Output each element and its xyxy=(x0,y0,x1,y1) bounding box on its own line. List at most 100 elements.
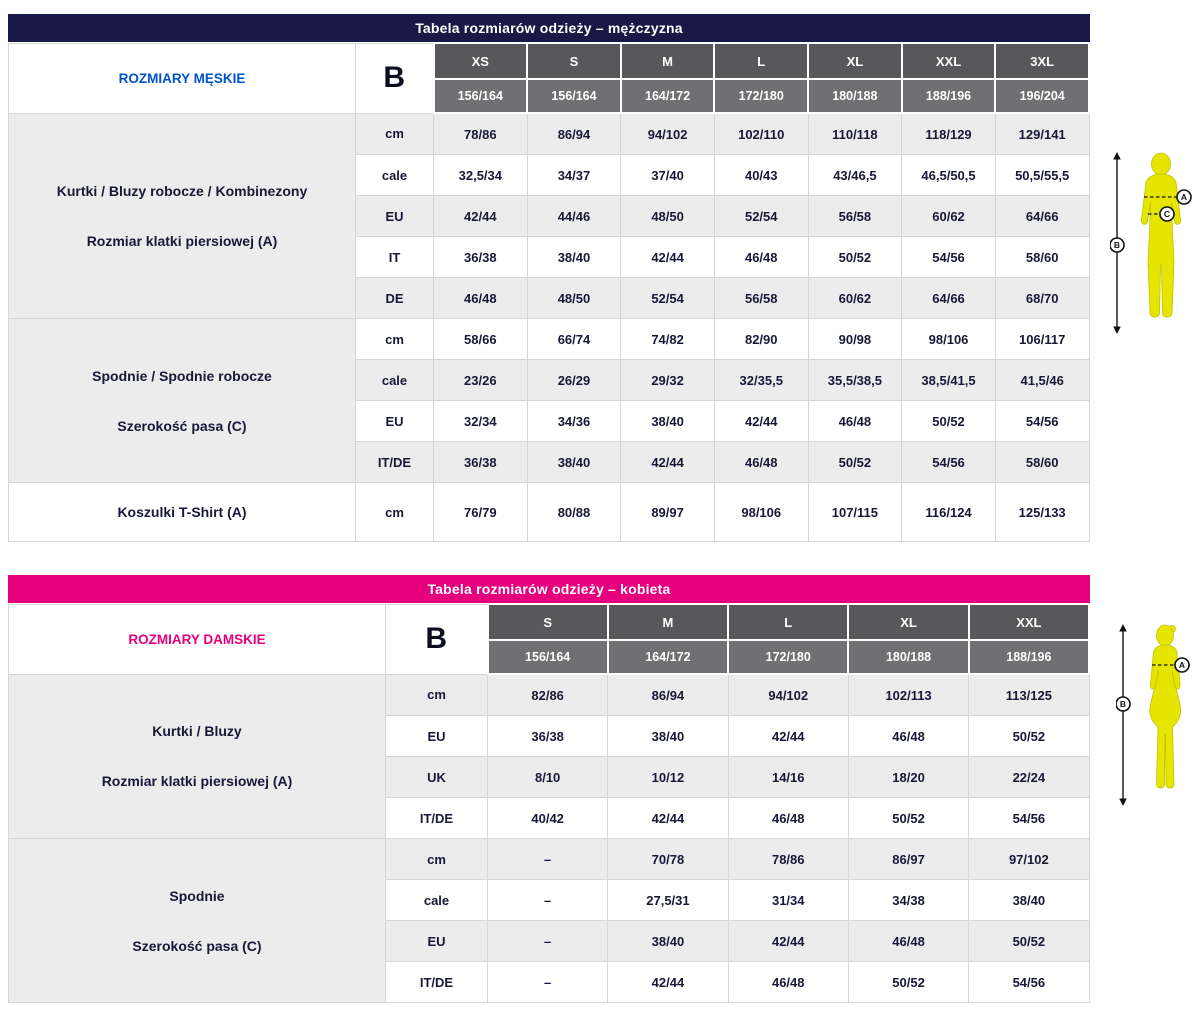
size-value: 89/97 xyxy=(620,482,715,542)
size-value: 42/44 xyxy=(620,441,715,483)
unit-label: EU xyxy=(385,920,488,962)
size-value: 38/40 xyxy=(968,879,1090,921)
size-value: 32/34 xyxy=(433,400,528,442)
size-value: 38/40 xyxy=(607,715,729,757)
size-column-header: M xyxy=(606,603,730,641)
size-value: 58/60 xyxy=(994,236,1090,278)
section-label-line: Rozmiar klatki piersiowej (A) xyxy=(101,773,293,790)
section-label-line: Koszulki T-Shirt (A) xyxy=(117,504,247,520)
height-column-header: 156/164 xyxy=(526,78,622,114)
section-label-line: Kurtki / Bluzy xyxy=(152,723,242,740)
male-measurement-figure: A C B xyxy=(1110,152,1192,334)
size-value: 86/94 xyxy=(526,112,622,155)
unit-label: IT xyxy=(355,236,434,278)
chest-measure-marker-a: A xyxy=(1144,189,1192,205)
size-value: 10/12 xyxy=(607,756,729,798)
size-value: 97/102 xyxy=(968,838,1090,880)
height-column-header: 196/204 xyxy=(994,78,1090,114)
size-value: 34/37 xyxy=(526,154,622,196)
size-value: 106/117 xyxy=(994,318,1090,360)
section-label: Spodnie / Spodnie robocze Szerokość pasa … xyxy=(8,318,356,483)
size-value: 36/38 xyxy=(486,715,609,757)
unit-label: cm xyxy=(385,673,488,716)
size-value: 42/44 xyxy=(727,715,849,757)
size-value: 54/56 xyxy=(968,961,1090,1003)
size-value: 56/58 xyxy=(807,195,903,237)
unit-label: DE xyxy=(355,277,434,319)
unit-label: cale xyxy=(355,359,434,401)
size-value: 46/48 xyxy=(433,277,528,319)
size-value: 54/56 xyxy=(901,236,996,278)
size-value: – xyxy=(486,961,609,1003)
size-value: 90/98 xyxy=(807,318,903,360)
size-value: 60/62 xyxy=(901,195,996,237)
size-value: 42/44 xyxy=(433,195,528,237)
marker-b-letter: B xyxy=(1120,699,1126,709)
size-value: 44/46 xyxy=(526,195,622,237)
unit-label: cm xyxy=(355,318,434,360)
size-value: 31/34 xyxy=(727,879,849,921)
size-value: 48/50 xyxy=(526,277,622,319)
size-value: 38/40 xyxy=(526,441,622,483)
size-column-header: XXL xyxy=(900,42,997,80)
height-measure-marker-b: B xyxy=(1116,696,1131,712)
size-value: 74/82 xyxy=(620,318,715,360)
size-value: 86/97 xyxy=(847,838,970,880)
size-value: 42/44 xyxy=(713,400,809,442)
size-value: 42/44 xyxy=(620,236,715,278)
size-value: 116/124 xyxy=(901,482,996,542)
size-value: 37/40 xyxy=(620,154,715,196)
size-value: 36/38 xyxy=(433,441,528,483)
size-value: 64/66 xyxy=(901,277,996,319)
chest-measure-marker-a: A xyxy=(1152,657,1190,673)
section-label-line: Rozmiar klatki piersiowej (A) xyxy=(86,232,278,249)
section-label-line: Spodnie / Spodnie robocze xyxy=(92,367,272,384)
size-column-header: M xyxy=(619,42,716,80)
size-value: 40/43 xyxy=(713,154,809,196)
size-value: 98/106 xyxy=(901,318,996,360)
size-value: 42/44 xyxy=(607,797,729,839)
size-value: 50/52 xyxy=(807,441,903,483)
unit-label: EU xyxy=(355,400,434,442)
size-value: 38,5/41,5 xyxy=(901,359,996,401)
size-value: 26/29 xyxy=(526,359,622,401)
size-value: 50/52 xyxy=(847,961,970,1003)
unit-label: cm xyxy=(355,112,434,155)
waist-measure-marker-c: C xyxy=(1148,206,1175,222)
size-column-header: L xyxy=(713,42,810,80)
size-column-header: XL xyxy=(807,42,903,80)
size-value: 82/90 xyxy=(713,318,809,360)
height-column-header: 172/180 xyxy=(713,78,810,114)
size-value: 129/141 xyxy=(994,112,1090,155)
size-value: 29/32 xyxy=(620,359,715,401)
size-value: 64/66 xyxy=(994,195,1090,237)
size-value: 70/78 xyxy=(607,838,729,880)
unit-label: cm xyxy=(355,482,434,542)
size-value: 78/86 xyxy=(433,112,528,155)
women-corner-label: ROZMIARY DAMSKIE xyxy=(8,603,386,675)
size-value: 38/40 xyxy=(607,920,729,962)
size-value: 76/79 xyxy=(433,482,528,542)
height-column-header: 164/172 xyxy=(619,78,716,114)
size-value: 32,5/34 xyxy=(433,154,528,196)
marker-c-letter: C xyxy=(1164,209,1170,219)
section-label: Spodnie Szerokość pasa (C) xyxy=(8,838,386,1003)
size-value: 46/48 xyxy=(727,797,849,839)
height-column-header: 180/188 xyxy=(807,78,903,114)
section-label: Kurtki / Bluzy robocze / Kombinezony Rozm… xyxy=(8,112,356,319)
marker-a-letter: A xyxy=(1179,660,1185,670)
height-column-header: 156/164 xyxy=(432,78,529,114)
male-body-silhouette xyxy=(1141,152,1181,318)
size-value: 125/133 xyxy=(994,482,1090,542)
size-column-header: XL xyxy=(847,603,970,641)
unit-label: IT/DE xyxy=(385,797,488,839)
size-value: 54/56 xyxy=(968,797,1090,839)
unit-label: IT/DE xyxy=(355,441,434,483)
size-value: 36/38 xyxy=(433,236,528,278)
size-value: 38/40 xyxy=(620,400,715,442)
size-value: 58/66 xyxy=(433,318,528,360)
female-body-silhouette xyxy=(1149,624,1182,789)
size-value: 23/26 xyxy=(433,359,528,401)
unit-label: EU xyxy=(385,715,488,757)
size-value: 50/52 xyxy=(807,236,903,278)
